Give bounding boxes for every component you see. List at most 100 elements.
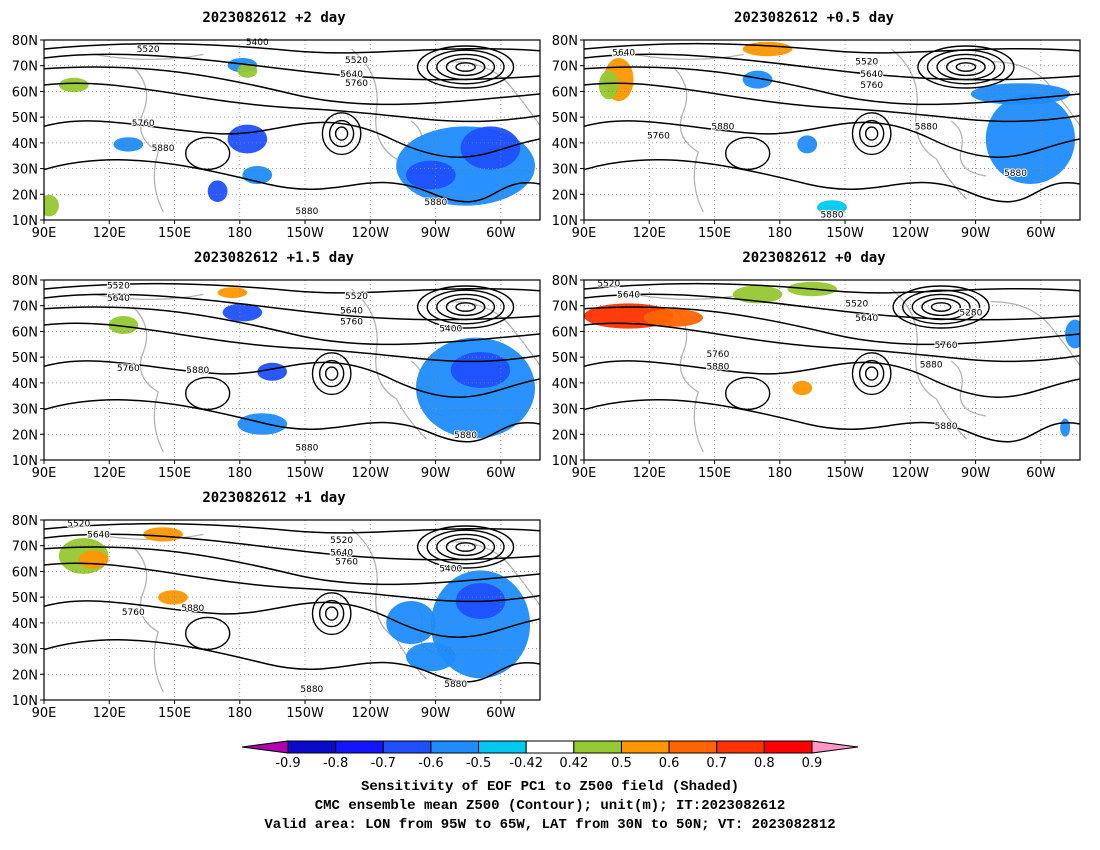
lat-tick-label: 30N [12, 403, 38, 418]
lat-tick-label: 60N [12, 325, 38, 340]
contour-label: 5880 [295, 443, 318, 453]
map-area [584, 280, 1080, 460]
contour-label: 5520 [107, 281, 130, 291]
sensitivity-shading [406, 642, 456, 672]
sensitivity-shading [222, 303, 263, 322]
high-center-contour [184, 616, 231, 651]
high-center-contour [318, 599, 345, 628]
lon-tick-label: 150E [158, 466, 191, 481]
contour-label: 5520 [345, 56, 368, 66]
low-center-contour [426, 289, 505, 325]
lat-tick-label: 50N [12, 351, 38, 366]
low-center-contour [455, 542, 476, 552]
colorbar-segment [287, 740, 337, 754]
sensitivity-shading [237, 63, 258, 78]
coastline [132, 66, 164, 213]
map-area [44, 520, 540, 700]
lat-tick-label: 40N [12, 137, 38, 152]
lat-tick-label: 80N [12, 34, 38, 49]
z500-contour [584, 306, 1080, 346]
coastline [950, 120, 987, 177]
low-center-contour [445, 537, 486, 557]
lon-tick-label: 90E [32, 706, 57, 721]
lat-tick-label: 30N [552, 403, 578, 418]
z500-contour [44, 158, 540, 203]
panel-frame [43, 279, 541, 461]
high-center-contour [184, 376, 231, 411]
lat-tick-label: 20N [552, 188, 578, 203]
colorbar-tick-label: -0.9 [275, 756, 300, 771]
panel-frame [583, 279, 1081, 461]
lat-tick-label: 30N [12, 163, 38, 178]
lon-tick-label: 180 [767, 466, 792, 481]
map-panel: 2023082612 +2 day55205400552056405760576… [12, 10, 541, 241]
contour-label: 5400 [439, 565, 462, 575]
lon-tick-label: 60W [486, 466, 516, 481]
colorbar-tick-label: 0.42 [559, 756, 588, 771]
lon-tick-label: 60W [1026, 226, 1056, 241]
z500-contour [584, 360, 1080, 398]
lat-tick-label: 80N [12, 514, 38, 529]
map-panel: 2023082612 +0.5 day564055205640576057605… [552, 10, 1081, 241]
contour-label: 5760 [345, 79, 368, 89]
lon-tick-label: 150E [158, 226, 191, 241]
contour-label: 5520 [330, 536, 353, 546]
panel-title: 2023082612 +1 day [202, 490, 346, 506]
z500-contour [44, 82, 540, 123]
contour-label: 5880 [444, 680, 467, 690]
lon-tick-label: 150E [698, 466, 731, 481]
high-center-contour [864, 366, 879, 381]
contour-label: 5880 [186, 366, 209, 376]
coastline [891, 48, 967, 200]
lon-tick-label: 60W [486, 706, 516, 721]
colorbar-segment [620, 740, 670, 754]
lon-tick-label: 180 [227, 226, 252, 241]
contour-label: 5640 [855, 314, 878, 324]
low-center-contour [445, 297, 486, 317]
lon-tick-label: 120E [93, 226, 126, 241]
lat-tick-label: 50N [552, 111, 578, 126]
lat-tick-label: 60N [552, 325, 578, 340]
high-center-contour [324, 606, 339, 621]
sensitivity-shading [78, 550, 109, 569]
lat-tick-label: 30N [552, 163, 578, 178]
lat-tick-label: 40N [552, 137, 578, 152]
lat-tick-label: 40N [552, 377, 578, 392]
colorbar-tick-label: 0.8 [754, 756, 775, 771]
contour-label: 5880 [1004, 169, 1027, 179]
lat-tick-label: 80N [12, 274, 38, 289]
contour-label: 5520 [345, 292, 368, 302]
z500-contour [584, 120, 1080, 158]
lon-tick-label: 90W [421, 226, 451, 241]
low-center-contour [902, 289, 981, 325]
lon-tick-label: 90W [961, 226, 991, 241]
coastline [132, 546, 164, 693]
low-center-contour [917, 45, 1015, 89]
coastline [633, 53, 744, 61]
lon-tick-label: 120W [351, 706, 389, 721]
lat-tick-label: 80N [552, 34, 578, 49]
colorbar-segment [430, 740, 480, 754]
sensitivity-shading [217, 287, 248, 298]
contour-label: 5880 [424, 198, 447, 208]
high-center-contour [321, 112, 362, 156]
z500-contour [584, 53, 1080, 81]
high-center-contour [328, 119, 355, 148]
z500-contour [44, 42, 540, 54]
low-center-contour [930, 302, 952, 312]
colorbar-segment [335, 740, 384, 754]
contour-label: 5880 [295, 207, 318, 217]
high-center-contour [858, 119, 885, 148]
contour-label: 5520 [855, 58, 878, 68]
map-panel: 2023082612 +1 day55205640552056405760540… [12, 490, 541, 721]
contour-label: 5880 [181, 604, 204, 614]
low-center-contour [426, 529, 505, 565]
panel-title: 2023082612 +0 day [742, 250, 886, 266]
high-center-contour [311, 352, 352, 396]
low-center-contour [892, 285, 990, 329]
low-center-contour [426, 49, 505, 85]
sensitivity-shading [113, 137, 144, 152]
lat-tick-label: 20N [12, 668, 38, 683]
colorbar-segment [573, 740, 622, 754]
